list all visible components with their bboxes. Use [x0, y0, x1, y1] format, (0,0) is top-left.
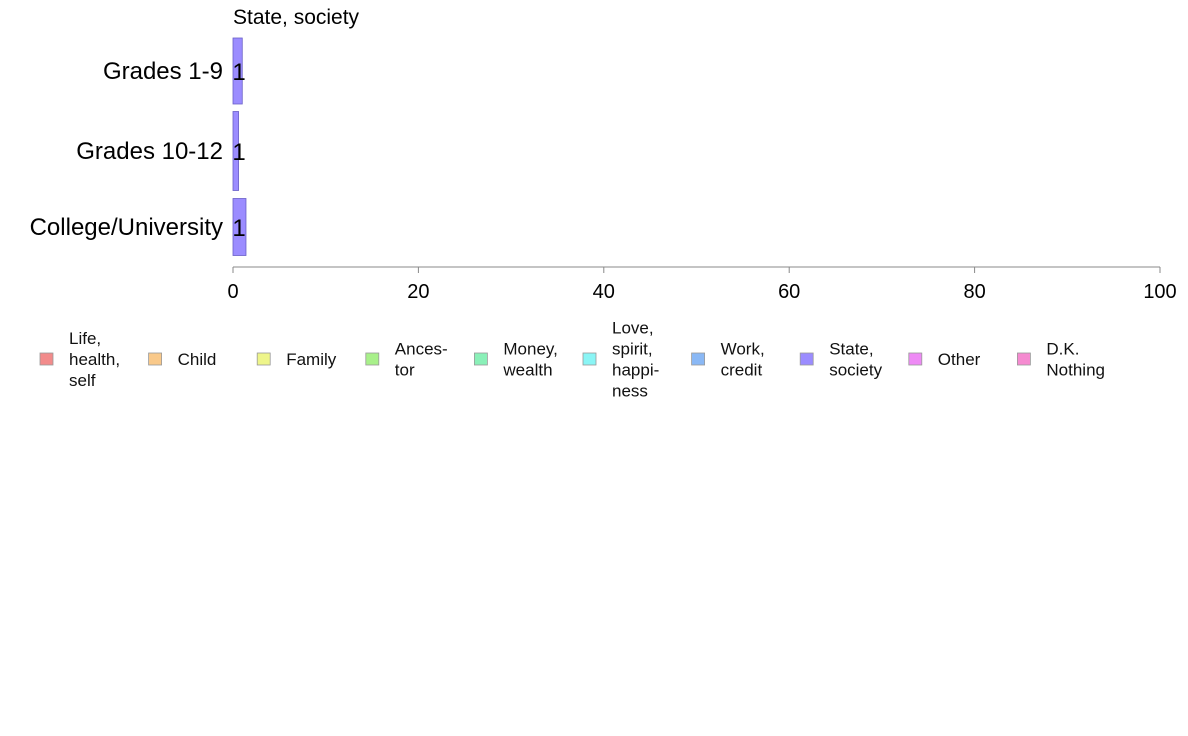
bar-college-university: [232, 198, 247, 256]
legend-item-state-society: State, society: [799, 340, 883, 380]
legend-swatch: [908, 352, 923, 366]
legend-item-other: Other: [908, 350, 981, 369]
x-tick-label: 80: [963, 281, 985, 303]
bars-layer: Grades 1-9 1 Grades 10-12 1 College/Universi…: [30, 37, 247, 256]
legend: Life, health, self Child Family Ances-tor Mone…: [39, 319, 1105, 401]
legend-item-money-wealth: Money, wealth: [473, 340, 558, 380]
legend-item-life-health-self: Life, health, self: [39, 329, 120, 390]
data-label: 1: [232, 139, 245, 166]
category-label: Grades 1-9: [103, 58, 223, 85]
category-label: Grades 10-12: [76, 138, 223, 165]
legend-label: D.K. Nothing: [1046, 340, 1105, 380]
legend-label: Money, wealth: [502, 340, 558, 380]
legend-item-d-k-nothing: D.K. Nothing: [1017, 340, 1105, 380]
legend-item-child: Child: [148, 350, 217, 369]
x-tick-label: 60: [778, 281, 800, 303]
chart-title: State, society: [233, 6, 360, 29]
legend-item-family: Family: [256, 350, 337, 369]
legend-swatch: [256, 352, 271, 366]
legend-swatch: [39, 352, 54, 366]
x-tick-label: 20: [407, 281, 429, 303]
legend-swatch: [473, 352, 488, 366]
legend-item-work-credit: Work, credit: [691, 340, 765, 380]
legend-swatch: [582, 352, 597, 366]
legend-swatch: [691, 352, 705, 366]
legend-label: Love, spirit, happi-ness: [612, 319, 659, 401]
legend-label: Life, health, self: [69, 329, 120, 390]
legend-item-love-spirit-happi-ness: Love, spirit, happi-ness: [582, 319, 659, 401]
legend-item-ances-tor: Ances-tor: [365, 340, 448, 380]
data-label: 1: [232, 59, 245, 86]
legend-label: Ances-tor: [395, 340, 448, 380]
legend-swatch: [1017, 352, 1031, 366]
legend-label: Child: [178, 350, 217, 369]
legend-label: Other: [938, 350, 981, 369]
x-tick-label: 40: [593, 281, 615, 303]
x-tick-label: 100: [1143, 281, 1176, 303]
legend-swatch: [365, 352, 380, 366]
category-label: College/University: [30, 214, 223, 241]
legend-label: State, society: [829, 340, 882, 380]
legend-swatch: [148, 352, 163, 366]
bar-grades-10-12: [232, 111, 239, 191]
bar-grades-1-9: [232, 37, 243, 105]
legend-label: Work, credit: [721, 340, 765, 380]
x-axis: 0 20 40 60 80 100: [227, 266, 1177, 303]
data-label: 1: [232, 215, 245, 242]
x-tick-label: 0: [227, 281, 238, 303]
legend-label: Family: [286, 350, 337, 369]
legend-swatch: [799, 352, 814, 366]
